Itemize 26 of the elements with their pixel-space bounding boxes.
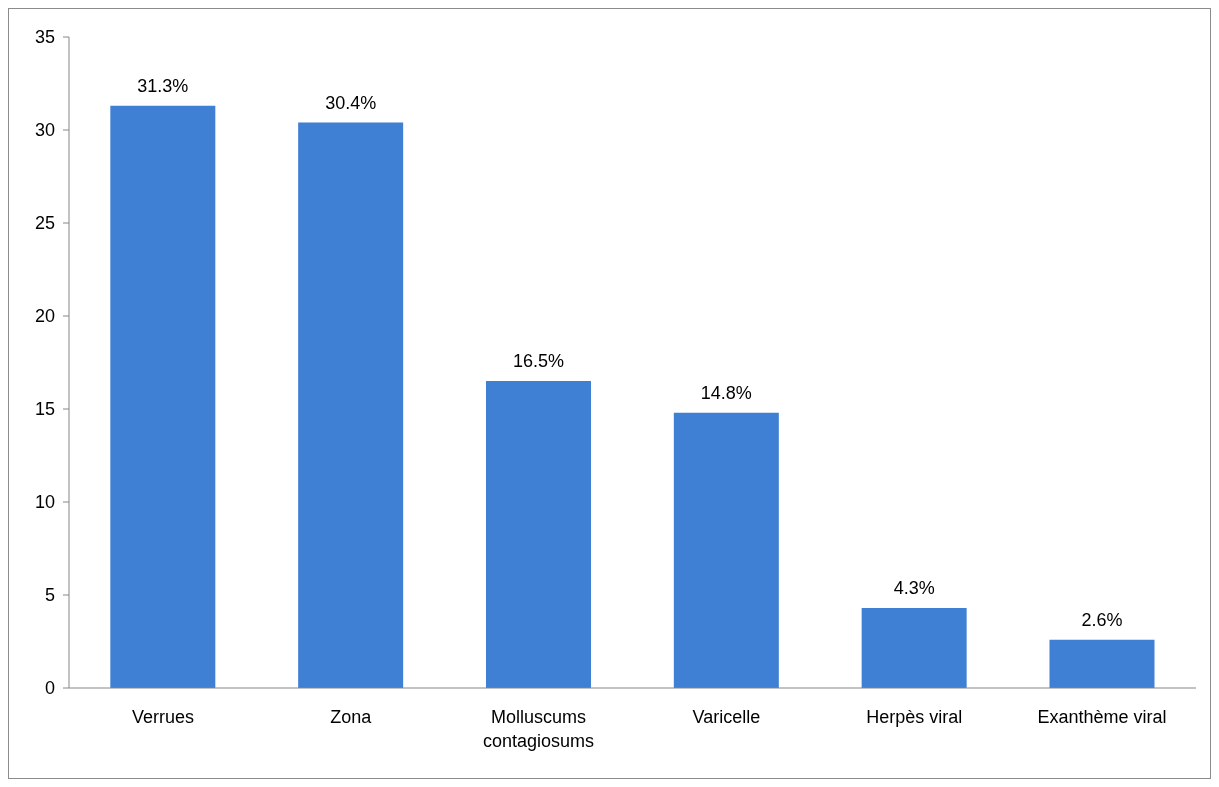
- y-tick-label: 20: [34, 306, 55, 327]
- data-label: 16.5%: [512, 351, 565, 372]
- y-tick-label: 5: [44, 585, 55, 606]
- y-tick-label: 30: [34, 120, 55, 141]
- y-tick-label: 15: [34, 399, 55, 420]
- bar: [298, 122, 404, 688]
- bar: [861, 608, 967, 688]
- bar: [673, 412, 779, 688]
- y-tick-label: 10: [34, 492, 55, 513]
- data-label: 14.8%: [700, 382, 752, 403]
- bar: [485, 381, 591, 688]
- data-label: 30.4%: [325, 92, 377, 113]
- x-tick-label: Zona: [330, 706, 373, 727]
- bar: [1049, 639, 1155, 688]
- x-tick-label: Exanthème viral: [1037, 706, 1167, 727]
- x-tick-label: Molluscums contagiosums: [483, 706, 595, 751]
- x-tick-label: Varicelle: [692, 706, 761, 727]
- x-tick-label: Verrues: [131, 706, 194, 727]
- bar: [110, 105, 216, 688]
- y-tick-label: 0: [44, 678, 55, 699]
- data-label: 31.3%: [137, 75, 189, 96]
- y-tick-label: 25: [34, 213, 55, 234]
- x-tick-label: Herpès viral: [866, 706, 963, 727]
- y-tick-label: 35: [34, 27, 55, 48]
- data-label: 4.3%: [893, 578, 935, 599]
- data-label: 2.6%: [1081, 609, 1123, 630]
